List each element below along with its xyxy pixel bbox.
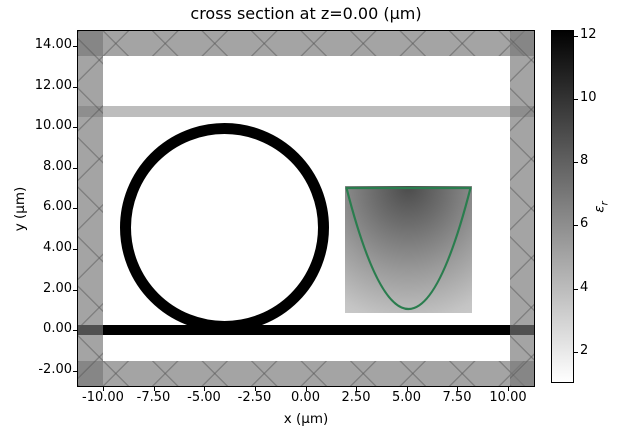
y-tick-mark	[73, 86, 77, 88]
y-tick-label: 6.00	[43, 199, 72, 214]
x-tick-label: 0.00	[291, 390, 320, 405]
x-tick-label: -5.00	[187, 390, 221, 405]
colorbar-tick-label: 10	[580, 89, 597, 105]
x-tick-mark	[356, 387, 357, 391]
colorbar-tick-label: 2	[580, 343, 589, 358]
y-tick-label: -2.00	[38, 361, 72, 377]
colorbar-label: εr	[592, 201, 611, 212]
colorbar-tick-mark	[574, 35, 578, 37]
x-tick-label: 2.50	[341, 390, 371, 405]
ring-resonator	[120, 123, 329, 332]
pml-band-left	[78, 31, 103, 386]
y-tick-mark	[73, 46, 77, 47]
parabolic-boundary-svg	[345, 186, 472, 311]
x-axis-label: x (μm)	[283, 411, 329, 427]
x-tick-mark	[103, 387, 104, 391]
y-tick-label: 12.00	[34, 77, 72, 93]
plot-title: cross section at z=0.00 (μm)	[190, 4, 422, 23]
upper-cladding-slab	[78, 106, 534, 117]
y-tick-mark	[73, 370, 77, 372]
pml-band-right	[510, 31, 534, 386]
y-tick-label: 14.00	[34, 37, 72, 52]
y-tick-mark	[73, 127, 77, 128]
plot-area	[77, 30, 535, 387]
x-tick-label: -2.50	[237, 390, 272, 405]
x-tick-mark	[508, 387, 509, 391]
pml-band-top	[78, 31, 534, 56]
x-tick-label: 7.50	[442, 390, 472, 405]
y-tick-mark	[73, 167, 77, 169]
parabola-outline	[345, 186, 472, 311]
y-tick-mark	[73, 330, 77, 331]
x-tick-mark	[254, 387, 256, 391]
colorbar-tick-label: 12	[580, 26, 597, 42]
y-tick-label: 10.00	[34, 118, 72, 133]
colorbar	[551, 30, 574, 383]
y-tick-mark	[73, 208, 77, 209]
x-tick-mark	[153, 387, 155, 391]
x-tick-mark	[457, 387, 458, 391]
x-tick-label: 5.00	[392, 390, 421, 405]
x-tick-label: -10.00	[82, 390, 124, 405]
y-tick-label: 0.00	[43, 321, 72, 336]
y-tick-label: 4.00	[43, 239, 72, 255]
x-tick-mark	[406, 387, 408, 391]
colorbar-tick-mark	[574, 352, 578, 353]
colorbar-tick-mark	[574, 288, 578, 290]
colorbar-tick-mark	[574, 162, 578, 164]
graded-index-region	[345, 186, 472, 313]
x-tick-mark	[305, 387, 307, 391]
y-tick-mark	[73, 248, 77, 250]
colorbar-label-epsilon: ε	[591, 205, 608, 213]
x-tick-mark	[204, 387, 205, 391]
y-tick-mark	[73, 289, 77, 291]
y-tick-label: 8.00	[43, 158, 72, 174]
colorbar-label-subscript: r	[599, 201, 611, 206]
colorbar-tick-mark	[574, 225, 578, 227]
colorbar-tick-label: 8	[580, 153, 589, 169]
colorbar-tick-mark	[574, 98, 578, 100]
bus-waveguide-slab	[78, 325, 534, 335]
colorbar-tick-label: 6	[580, 216, 589, 232]
y-tick-label: 2.00	[43, 280, 72, 296]
x-tick-label: -7.50	[136, 390, 171, 405]
y-axis-label: y (μm)	[12, 186, 28, 232]
x-tick-label: 10.00	[489, 390, 527, 405]
pml-band-bottom	[78, 361, 534, 386]
colorbar-tick-label: 4	[580, 279, 589, 295]
